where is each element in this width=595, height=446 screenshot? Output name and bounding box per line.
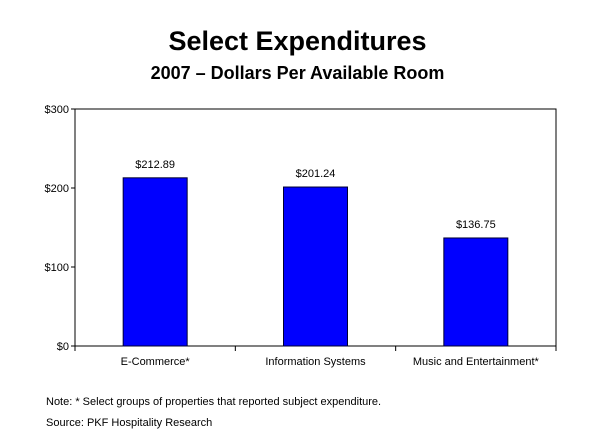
bar xyxy=(122,177,188,347)
y-tick-label: $300 xyxy=(45,104,69,116)
footnote: Note: * Select groups of properties that… xyxy=(46,396,382,408)
data-label: $201.24 xyxy=(296,168,336,180)
x-tick-label: Information Systems xyxy=(265,356,366,368)
x-tick-label: E-Commerce* xyxy=(121,356,191,368)
source-note: Source: PKF Hospitality Research xyxy=(46,417,213,429)
chart-subtitle: 2007 – Dollars Per Available Room xyxy=(150,63,445,83)
data-label: $136.75 xyxy=(456,219,496,231)
data-label: $212.89 xyxy=(135,159,175,171)
bar xyxy=(443,237,509,347)
x-tick-label: Music and Entertainment* xyxy=(413,356,540,368)
y-tick-label: $200 xyxy=(45,183,69,195)
y-tick-label: $100 xyxy=(45,262,69,274)
bar xyxy=(283,186,348,347)
chart-title: Select Expenditures xyxy=(168,26,427,56)
y-tick-label: $0 xyxy=(57,341,69,353)
